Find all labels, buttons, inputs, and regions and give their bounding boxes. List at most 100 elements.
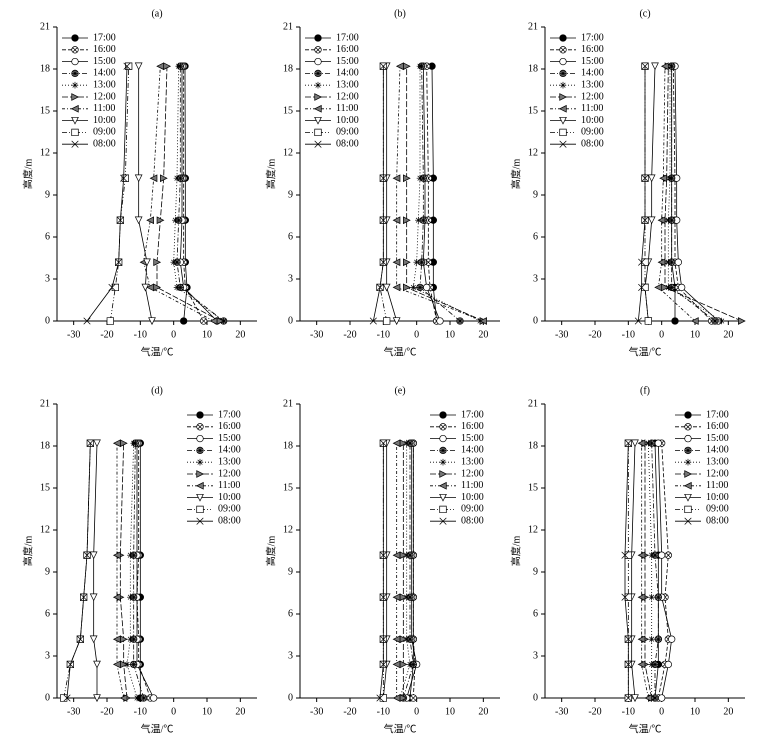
- y-tick-label: 9: [288, 566, 293, 577]
- series-line: [637, 66, 646, 322]
- series-marker: [89, 551, 98, 560]
- legend-label: 11:00: [218, 480, 240, 491]
- x-tick-label: -20: [343, 329, 356, 340]
- series-marker: [160, 174, 168, 183]
- series-marker: [379, 62, 387, 70]
- series-marker: [376, 694, 384, 702]
- legend-marker: [559, 128, 567, 137]
- series-marker: [416, 62, 424, 70]
- x-tick-label: 10: [202, 329, 212, 340]
- series-marker: [209, 317, 218, 325]
- series-marker: [125, 62, 133, 70]
- series-line: [406, 66, 484, 322]
- y-tick-label: 12: [40, 524, 50, 535]
- series-marker: [379, 593, 387, 601]
- series-marker: [418, 258, 426, 266]
- y-tick-label: 9: [533, 566, 538, 577]
- series-marker: [738, 317, 746, 325]
- legend-marker: [196, 435, 204, 443]
- series-marker: [641, 62, 649, 70]
- legend-marker: [684, 446, 692, 454]
- legend-marker: [314, 34, 322, 42]
- series-marker: [130, 660, 138, 668]
- series-marker: [668, 635, 676, 643]
- legend-label: 10:00: [218, 492, 241, 503]
- y-tick-label: 12: [283, 147, 293, 158]
- legend-label: 14:00: [218, 445, 241, 456]
- legend-marker: [559, 46, 567, 54]
- series-marker: [624, 635, 632, 643]
- series-marker: [718, 317, 725, 325]
- y-tick-label: 21: [528, 398, 538, 409]
- legend-marker: [314, 128, 322, 137]
- legend-label: 13:00: [218, 456, 241, 467]
- legend-marker: [314, 58, 322, 66]
- legend-label: 13:00: [336, 79, 359, 90]
- x-tick-label: 20: [235, 706, 245, 717]
- series-line: [412, 66, 481, 322]
- legend-label: 08:00: [218, 515, 241, 526]
- y-tick-label: 15: [40, 105, 50, 116]
- series-marker: [143, 258, 151, 267]
- y-tick-label: 6: [533, 231, 538, 242]
- series-marker: [140, 694, 148, 702]
- legend-label: 11:00: [336, 103, 358, 114]
- y-tick-label: 18: [528, 63, 538, 74]
- panel-title: (a): [151, 8, 162, 19]
- y-tick-label: 3: [45, 273, 50, 284]
- series-line: [126, 443, 138, 699]
- x-tick-label: -30: [310, 706, 323, 717]
- x-tick-label: -30: [555, 706, 568, 717]
- series-line: [136, 443, 155, 699]
- series-marker: [106, 317, 114, 325]
- series-marker: [641, 258, 649, 266]
- series-marker: [644, 694, 652, 702]
- legend-marker: [439, 517, 447, 525]
- series-marker: [424, 258, 432, 266]
- legend-marker: [439, 493, 447, 502]
- legend-label: 15:00: [93, 56, 116, 67]
- y-tick-label: 21: [528, 21, 538, 32]
- series-marker: [146, 216, 154, 225]
- series-marker: [376, 283, 384, 291]
- series-marker: [416, 174, 424, 182]
- series-line: [651, 443, 659, 698]
- legend-marker: [684, 435, 692, 443]
- legend-label: 11:00: [461, 480, 483, 491]
- series-marker: [379, 660, 387, 668]
- series-marker: [638, 258, 646, 266]
- series-line: [647, 443, 653, 698]
- series-marker: [175, 62, 182, 70]
- y-tick-label: 15: [528, 482, 538, 493]
- series-marker: [382, 283, 391, 292]
- series-marker: [637, 660, 646, 669]
- x-tick-label: 20: [478, 706, 488, 717]
- series-line: [183, 66, 205, 322]
- legend-label: 13:00: [93, 79, 116, 90]
- y-tick-label: 21: [40, 398, 50, 409]
- legend-label: 09:00: [461, 504, 484, 515]
- legend-label: 12:00: [336, 91, 359, 102]
- series-marker: [651, 62, 659, 71]
- series-marker: [413, 258, 420, 266]
- y-tick-label: 0: [288, 692, 293, 703]
- series-marker: [60, 694, 68, 702]
- series-marker: [130, 439, 137, 447]
- x-tick-label: 0: [659, 706, 664, 717]
- series-marker: [392, 283, 401, 292]
- legend-label: 17:00: [218, 409, 241, 420]
- series-marker: [641, 283, 649, 292]
- y-tick-label: 18: [40, 440, 50, 451]
- legend-label: 11:00: [706, 480, 728, 491]
- legend-label: 10:00: [706, 492, 729, 503]
- legend-label: 12:00: [706, 468, 729, 479]
- series-marker: [379, 551, 387, 559]
- legend-marker: [71, 116, 79, 125]
- legend-label: 09:00: [336, 127, 359, 138]
- x-tick-label: -10: [622, 329, 635, 340]
- series-marker: [641, 174, 649, 182]
- y-axis-label: 高度/m: [264, 159, 277, 190]
- series-line: [386, 66, 398, 322]
- panel: (b) -30 -20 -10 0 10 20 0 3 6 9 12 15 18 21 气温/℃ 高度/m 17:…: [264, 8, 500, 358]
- legend-marker: [196, 493, 204, 502]
